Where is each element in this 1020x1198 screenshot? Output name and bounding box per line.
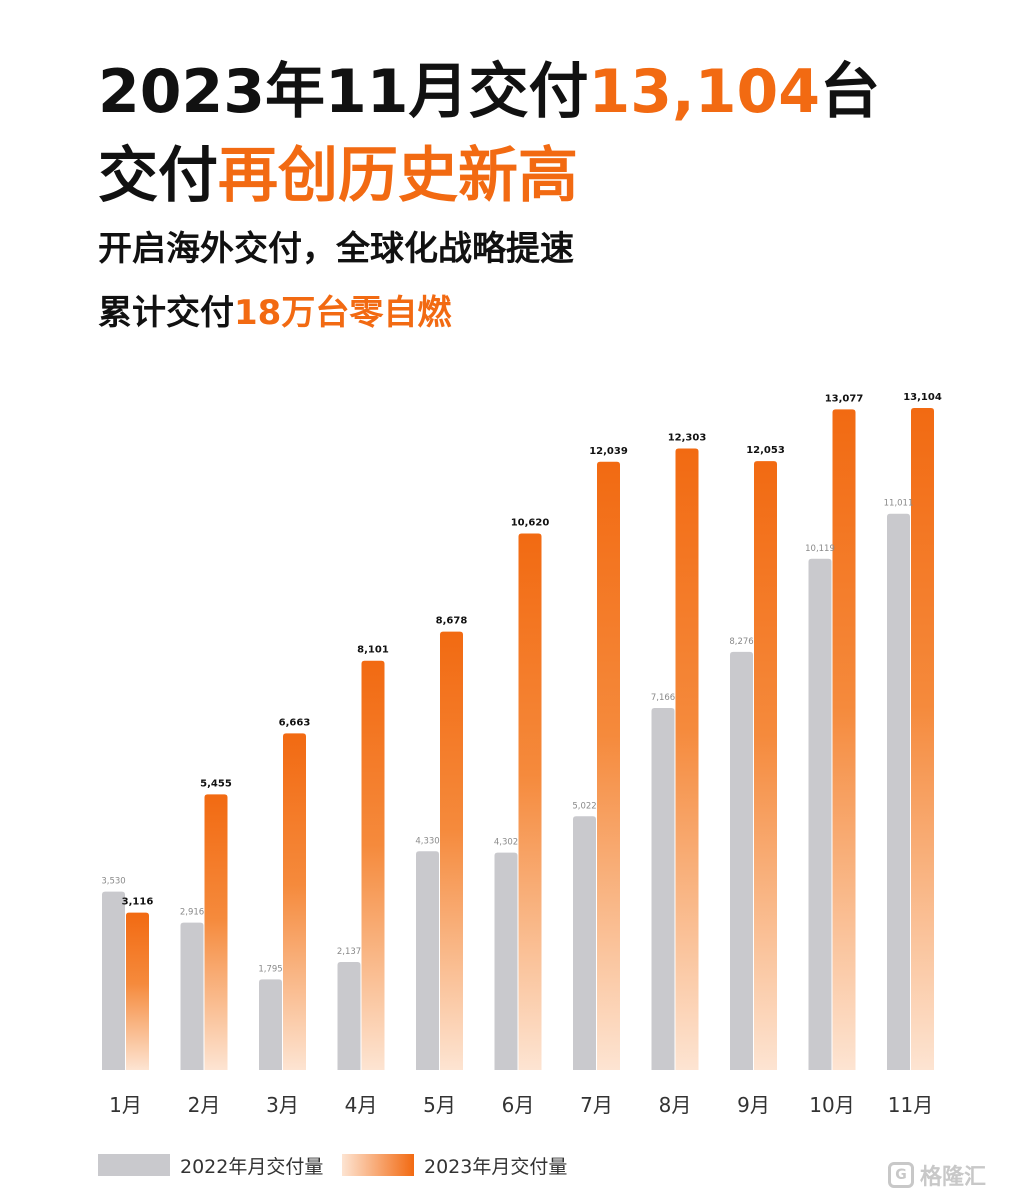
value-label-2023-3: 6,663 [279, 717, 311, 728]
value-label-2022-5: 4,330 [415, 836, 439, 846]
value-label-2022-3: 1,795 [258, 964, 282, 974]
bar-2022-4 [337, 962, 361, 1070]
x-label-6: 6月 [502, 1093, 535, 1117]
x-label-10: 10月 [809, 1093, 854, 1117]
value-label-2022-11: 11,011 [884, 499, 914, 509]
series-2023-bars [126, 408, 934, 1070]
bar-2022-9 [730, 651, 753, 1070]
x-label-11: 11月 [888, 1093, 933, 1117]
headline-line-1: 2023年11月交付13,104台 [98, 56, 880, 128]
value-label-2023-11: 13,104 [903, 392, 942, 403]
bar-2023-3 [283, 733, 306, 1070]
watermark: G 格隆汇 [888, 1158, 986, 1192]
x-label-7: 7月 [580, 1093, 613, 1117]
bar-2023-4 [361, 660, 385, 1070]
bar-2023-2 [204, 794, 228, 1070]
bar-2022-5 [416, 851, 439, 1070]
value-label-2022-10: 10,119 [805, 544, 835, 554]
bar-2022-1 [102, 891, 125, 1070]
value-label-2022-8: 7,166 [651, 693, 675, 703]
bar-2022-2 [180, 922, 204, 1070]
headline-line-3: 开启海外交付，全球化战略提速 [98, 229, 574, 269]
bar-2023-9 [754, 461, 777, 1070]
x-label-9: 9月 [737, 1093, 770, 1117]
headline-line-4-prefix: 累计交付 [98, 293, 234, 333]
x-label-4: 4月 [345, 1093, 378, 1117]
bar-2023-1 [126, 912, 149, 1070]
headline-line-2: 交付再创历史新高 [98, 140, 578, 212]
value-label-2023-1: 3,116 [122, 897, 154, 908]
bar-2023-7 [597, 461, 620, 1070]
delivery-bar-chart: 3,530 3,116 2,916 5,455 1,795 6,663 2,137 8,101… [101, 392, 942, 1117]
value-label-2022-2: 2,916 [180, 908, 204, 918]
x-label-8: 8月 [659, 1093, 692, 1117]
bar-2022-11 [887, 513, 910, 1070]
series-2022-bars [102, 513, 910, 1070]
value-label-2023-4: 8,101 [357, 645, 389, 656]
headline-cumulative-deliveries: 18万台零自燃 [234, 293, 452, 333]
value-labels: 3,530 3,116 2,916 5,455 1,795 6,663 2,137 8,101… [101, 392, 942, 974]
bar-2023-5 [440, 631, 463, 1070]
legend-2022: 2022年月交付量 [98, 1150, 323, 1180]
x-label-2: 2月 [188, 1093, 221, 1117]
value-label-2022-7: 5,022 [572, 801, 596, 811]
bar-2022-10 [808, 558, 832, 1070]
headline-line-1-suffix: 台 [820, 57, 881, 127]
value-label-2022-4: 2,137 [337, 947, 361, 957]
x-label-1: 1月 [109, 1093, 142, 1117]
value-label-2023-6: 10,620 [511, 517, 550, 528]
headline-line-2-prefix: 交付 [98, 141, 218, 211]
value-label-2023-9: 12,053 [746, 445, 785, 456]
value-label-2023-10: 13,077 [825, 393, 864, 404]
headline-record-high: 再创历史新高 [218, 141, 578, 211]
bar-2023-10 [832, 409, 856, 1070]
legend-2022-label: 2022年月交付量 [180, 1155, 324, 1178]
legend-2023: 2023年月交付量 [342, 1150, 567, 1180]
value-label-2022-1: 3,530 [101, 877, 125, 887]
x-label-3: 3月 [266, 1093, 299, 1117]
value-label-2023-7: 12,039 [589, 446, 628, 457]
headline-delivery-count: 13,104 [588, 57, 821, 127]
value-label-2022-6: 4,302 [494, 838, 518, 848]
bar-2023-11 [911, 408, 934, 1070]
bar-2022-7 [573, 816, 596, 1070]
bar-2022-3 [259, 979, 282, 1070]
x-label-5: 5月 [423, 1093, 456, 1117]
gelonghui-logo-icon: G [888, 1162, 914, 1188]
legend-2023-swatch [342, 1154, 414, 1176]
value-label-2023-8: 12,303 [668, 432, 707, 443]
bar-2023-8 [675, 448, 699, 1070]
x-axis-labels: 1月 2月 3月 4月 5月 6月 7月 8月 9月 10月 11月 [109, 1093, 933, 1117]
legend-2022-swatch [98, 1154, 170, 1176]
bar-2023-6 [518, 533, 542, 1070]
watermark-text: 格隆汇 [920, 1165, 987, 1190]
legend-2023-label: 2023年月交付量 [424, 1155, 568, 1178]
bar-2022-8 [651, 707, 675, 1070]
value-label-2022-9: 8,276 [729, 637, 753, 647]
headline-line-1-prefix: 2023年11月交付 [98, 57, 589, 127]
value-label-2023-5: 8,678 [436, 616, 468, 627]
value-label-2023-2: 5,455 [200, 778, 232, 789]
headline-line-4: 累计交付18万台零自燃 [98, 290, 451, 336]
bar-2022-6 [494, 852, 518, 1070]
